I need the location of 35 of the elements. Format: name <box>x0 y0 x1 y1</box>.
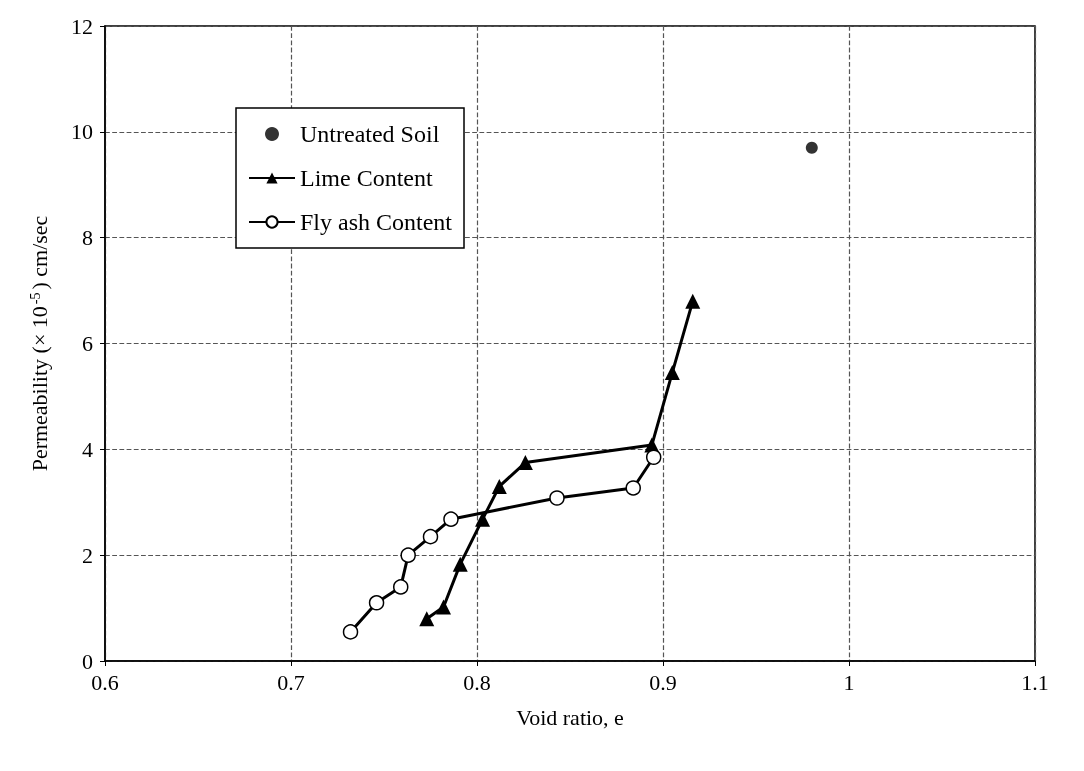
y-tick-label: 8 <box>82 225 93 251</box>
point <box>368 595 385 611</box>
x-tick-label: 1.1 <box>1021 669 1049 695</box>
point <box>393 579 409 595</box>
legend-label: Lime Content <box>300 165 433 191</box>
y-axis-title: Permeability (× 10-5) cm/sec <box>26 215 52 472</box>
legend-label: Fly ash Content <box>300 209 453 235</box>
x-tick-label: 0.9 <box>649 669 677 695</box>
y-tick-label: 4 <box>82 436 93 462</box>
point <box>685 293 701 309</box>
point <box>443 511 459 527</box>
x-tick-label: 0.8 <box>463 669 491 695</box>
point <box>805 141 818 154</box>
point <box>452 556 468 572</box>
point <box>491 478 507 494</box>
x-tick-label: 0.6 <box>91 669 119 695</box>
y-tick-label: 12 <box>71 13 93 39</box>
point <box>342 624 359 640</box>
y-tick-label: 10 <box>71 119 93 145</box>
y-tick-label: 6 <box>82 331 93 356</box>
point <box>400 547 416 563</box>
point <box>549 490 565 506</box>
legend-label: Untreated Soil <box>300 121 440 147</box>
point <box>422 528 439 545</box>
point <box>645 449 662 466</box>
point <box>419 611 435 627</box>
x-tick-label: 0.7 <box>277 669 305 695</box>
x-tick-label: 1 <box>843 669 855 695</box>
point <box>625 480 641 496</box>
x-axis-title: Void ratio, e <box>516 704 624 730</box>
y-tick-label: 0 <box>82 648 93 674</box>
y-tick-label: 2 <box>82 542 93 568</box>
point <box>517 455 533 471</box>
point <box>664 365 680 381</box>
point <box>436 599 452 615</box>
